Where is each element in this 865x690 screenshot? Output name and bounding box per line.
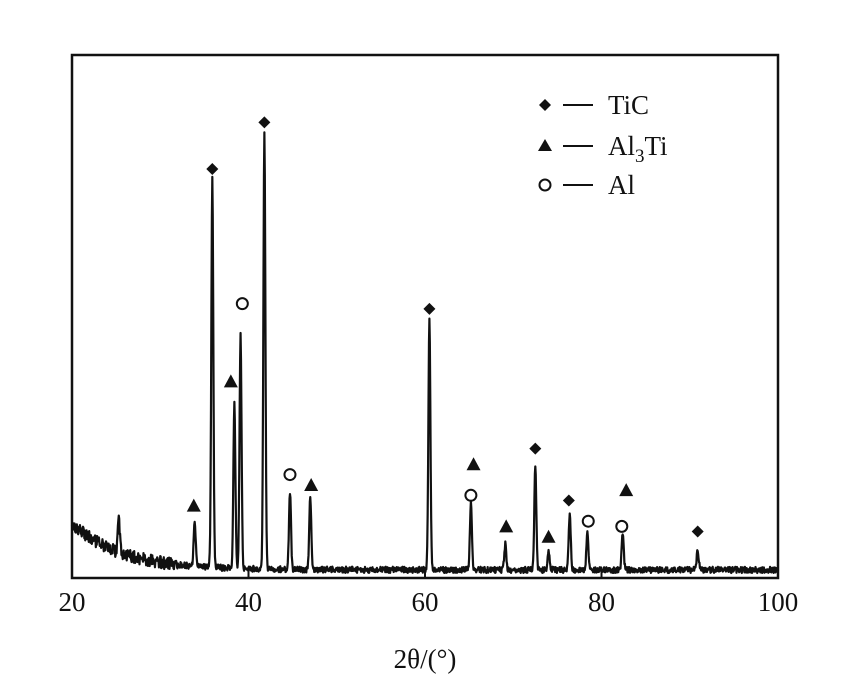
tic-marker	[529, 442, 542, 455]
series-layer	[70, 131, 780, 575]
tic-marker	[691, 525, 704, 538]
x-tick-label: 40	[235, 587, 262, 617]
x-axis-title: 2θ/(°)	[394, 644, 457, 674]
legend-label-al: Al	[608, 170, 635, 200]
plot-frame	[70, 53, 780, 580]
tick-layer: 20 40 60 80 100	[59, 570, 799, 617]
circle-icon	[538, 178, 552, 192]
x-tick-label: 80	[588, 587, 615, 617]
al3ti-marker	[466, 457, 481, 471]
triangle-icon	[538, 139, 552, 151]
al-marker	[235, 297, 249, 311]
legend-item-al: Al	[538, 170, 635, 200]
al3ti-marker	[304, 477, 319, 491]
legend-item-tic: TiC	[539, 90, 649, 120]
al-marker	[283, 468, 297, 482]
al3ti-marker	[541, 529, 556, 543]
al-marker	[615, 519, 629, 533]
legend-label-tic: TiC	[608, 90, 649, 120]
tic-marker	[206, 162, 219, 175]
tic-marker	[258, 116, 271, 129]
legend: TiC Al3Ti Al	[538, 90, 668, 200]
legend-label-al3ti: Al3Ti	[608, 131, 668, 167]
marker-layer	[186, 116, 704, 543]
al3ti-marker	[499, 519, 514, 533]
al-marker	[464, 488, 478, 502]
legend-item-al3ti: Al3Ti	[538, 131, 668, 167]
al-marker	[581, 514, 595, 528]
al3ti-marker	[619, 483, 634, 497]
x-tick-label: 60	[412, 587, 439, 617]
x-tick-label: 100	[758, 587, 799, 617]
xrd-pattern-line	[70, 131, 780, 575]
tic-marker	[562, 494, 575, 507]
tic-marker	[423, 302, 436, 315]
x-tick-label: 20	[59, 587, 86, 617]
al3ti-marker	[223, 374, 238, 388]
diamond-icon	[539, 99, 551, 111]
al3ti-marker	[186, 498, 201, 512]
